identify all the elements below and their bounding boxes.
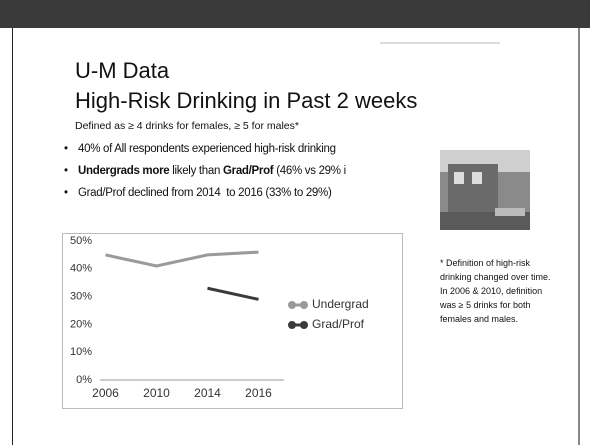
footnote-line: * Definition of high-risk <box>440 258 531 268</box>
legend-marker <box>288 301 296 309</box>
x-tick-label: 2006 <box>92 386 119 400</box>
x-tick-label: 2010 <box>143 386 170 400</box>
bullet: Grad/Prof declined from 2014 to 2016 (33… <box>64 187 332 199</box>
legend-marker <box>300 301 308 309</box>
bullet: 40% of All respondents experienced high-… <box>64 143 336 155</box>
bullet-text: Undergrads more <box>78 165 170 177</box>
bullet-text: (46% vs 29% i <box>273 165 346 177</box>
legend-label: Undergrad <box>312 297 369 311</box>
x-tick-label: 2016 <box>245 386 272 400</box>
bullet-text: Grad/Prof <box>223 165 274 177</box>
footnote-line: In 2006 & 2010, definition <box>440 286 543 296</box>
y-tick-label: 40% <box>70 263 92 275</box>
chart-frame <box>62 233 403 409</box>
series-line <box>105 250 259 268</box>
series-line <box>207 286 259 301</box>
title: U-M Data <box>75 58 170 83</box>
y-tick-label: 10% <box>70 346 92 358</box>
decor-line <box>380 42 500 44</box>
bullet: Undergrads more likely than Grad/Prof (4… <box>64 165 346 177</box>
y-tick-label: 0% <box>76 374 92 386</box>
subtitle: High-Risk Drinking in Past 2 weeks <box>75 88 418 113</box>
definition: Defined as ≥ 4 drinks for females, ≥ 5 f… <box>75 120 299 132</box>
bullet-text: likely than <box>169 165 223 177</box>
bullet-text: 40% of All respondents experienced high-… <box>78 143 336 155</box>
y-tick-label: 30% <box>70 291 92 303</box>
footnote: * Definition of high-risk drinking change… <box>440 256 551 326</box>
y-tick-label: 20% <box>70 318 92 330</box>
footnote-line: drinking changed over time. <box>440 272 551 282</box>
photo <box>440 150 530 230</box>
footnote-line: females and males. <box>440 314 519 324</box>
legend-marker <box>300 321 308 329</box>
legend-marker <box>288 321 296 329</box>
chart: 0% 10% 20% 30% 40% 50% 2006 2010 2014 2016 Undergr… <box>62 233 403 409</box>
left-border <box>12 28 13 445</box>
y-tick-label: 50% <box>70 235 92 247</box>
legend-label: Grad/Prof <box>312 317 365 331</box>
bullet-text: Grad/Prof declined from 2014 to 2016 (33… <box>78 187 332 199</box>
right-border <box>578 28 580 445</box>
footnote-line: was ≥ 5 drinks for both <box>440 300 531 310</box>
top-bar <box>0 0 590 28</box>
x-tick-label: 2014 <box>194 386 221 400</box>
